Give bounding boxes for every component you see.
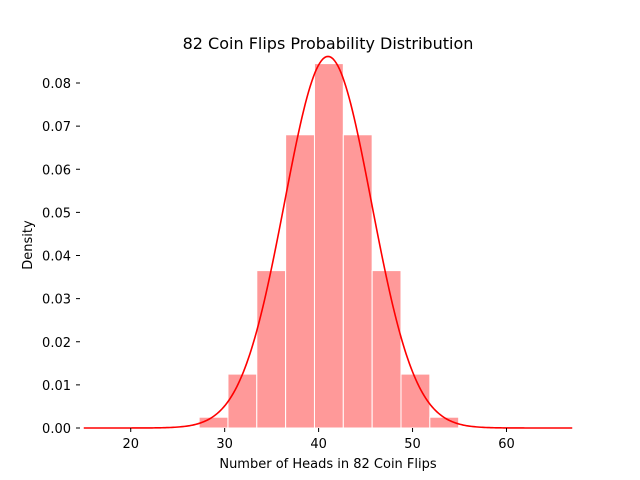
x-tick-label: 20 (122, 437, 139, 452)
histogram-bar (371, 270, 402, 429)
x-axis: 20 30 40 50 60 (122, 428, 515, 452)
y-axis: 0.00 0.01 0.02 0.03 0.04 0.05 0.06 0.07 0.08 (42, 77, 80, 437)
y-tick-label: 0.04 (42, 250, 71, 265)
x-tick-label: 30 (216, 437, 233, 452)
y-tick-label: 0.02 (42, 336, 71, 351)
histogram-bar (313, 63, 344, 429)
x-tick-label: 60 (498, 437, 515, 452)
x-tick-label: 40 (310, 437, 327, 452)
y-tick-label: 0.07 (42, 120, 71, 135)
y-tick-label: 0.03 (42, 293, 71, 308)
y-axis-label: Density (21, 220, 36, 270)
histogram-bar (256, 270, 287, 429)
chart-title: 82 Coin Flips Probability Distribution (183, 34, 474, 53)
y-tick-label: 0.06 (42, 163, 71, 178)
y-tick-label: 0.08 (42, 77, 71, 92)
x-axis-label: Number of Heads in 82 Coin Flips (219, 457, 437, 472)
histogram-bar (227, 373, 258, 429)
histogram-bar (342, 134, 373, 429)
y-tick-label: 0.01 (42, 379, 71, 394)
histogram-bars (198, 63, 460, 429)
density-curve (83, 55, 573, 429)
histogram-bar (285, 134, 315, 429)
y-tick-label: 0.05 (42, 206, 71, 221)
histogram-bar (400, 373, 431, 429)
y-tick-label: 0.00 (42, 422, 71, 437)
x-tick-label: 50 (404, 437, 421, 452)
